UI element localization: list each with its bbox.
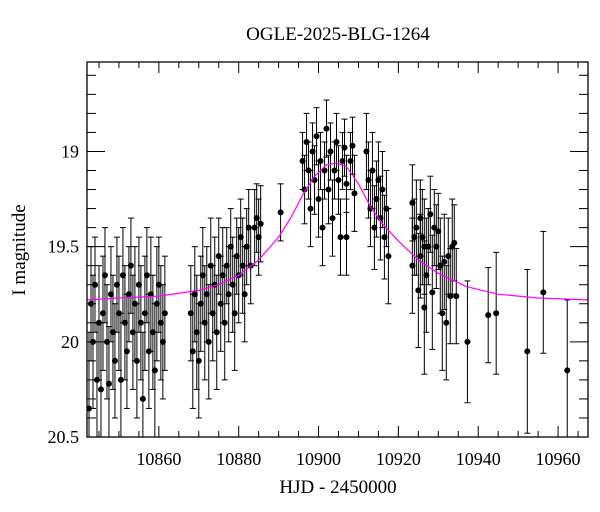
data-point — [327, 148, 334, 155]
data-point — [91, 281, 98, 288]
data-point — [325, 186, 332, 193]
data-point — [143, 272, 150, 279]
data-point — [333, 138, 340, 145]
data-point — [87, 405, 92, 412]
data-point — [111, 357, 118, 364]
data-point — [257, 220, 264, 227]
plot-frame — [86, 61, 589, 438]
data-point — [564, 367, 571, 374]
data-point — [151, 367, 158, 374]
data-point — [307, 205, 314, 212]
y-tick-label: 20 — [61, 332, 79, 352]
data-point — [464, 338, 471, 345]
data-point — [337, 234, 344, 241]
y-axis-label: I magnitude — [9, 204, 30, 295]
data-point — [189, 348, 196, 355]
data-point — [321, 167, 328, 174]
data-point — [493, 310, 500, 317]
data-point — [453, 293, 460, 300]
y-tick-label: 19 — [61, 141, 79, 161]
data-point — [427, 211, 434, 218]
axis-ticks — [87, 62, 588, 438]
data-point — [323, 125, 330, 132]
data-point — [329, 215, 336, 222]
data-point — [225, 291, 232, 298]
x-axis-label: HJD - 2450000 — [279, 477, 396, 498]
data-point — [221, 319, 228, 326]
data-point — [97, 386, 104, 393]
data-point — [137, 319, 144, 326]
data-point — [443, 319, 450, 326]
data-point — [205, 338, 212, 345]
data-point — [231, 310, 238, 317]
data-point — [127, 262, 134, 269]
chart-title: OGLE-2025-BLG-1264 — [246, 24, 430, 45]
data-point — [429, 289, 436, 296]
data-point — [117, 376, 124, 383]
data-point — [485, 312, 492, 319]
data-point — [540, 289, 547, 296]
data-point — [413, 224, 420, 231]
data-point — [343, 180, 350, 187]
data-point — [123, 348, 130, 355]
data-point — [89, 338, 96, 345]
data-point — [315, 196, 322, 203]
data-point — [379, 186, 386, 193]
data-point — [133, 357, 140, 364]
data-point — [301, 186, 308, 193]
data-point — [101, 272, 108, 279]
model-curve — [87, 162, 588, 301]
x-tick-label: 10920 — [376, 449, 421, 469]
data-point — [313, 133, 320, 140]
x-tick-label: 10860 — [136, 449, 181, 469]
data-point — [385, 253, 392, 260]
data-point — [241, 291, 248, 298]
data-point — [195, 357, 202, 364]
x-tick-label: 10960 — [536, 449, 581, 469]
data-point — [341, 144, 348, 151]
data-point — [139, 395, 146, 402]
data-points — [87, 99, 571, 437]
data-point — [524, 348, 531, 355]
tick-labels: 10860 10880 10900 10920 10940 10960 19 19.5 20 20… — [48, 141, 581, 469]
data-point — [441, 258, 448, 265]
x-tick-label: 10900 — [296, 449, 341, 469]
data-point — [277, 209, 284, 216]
data-point — [439, 310, 446, 317]
data-point — [317, 157, 324, 164]
data-point — [161, 310, 168, 317]
y-tick-label: 19.5 — [48, 237, 80, 257]
data-point — [349, 142, 356, 149]
data-point — [319, 224, 326, 231]
data-point — [105, 380, 112, 387]
data-point — [335, 177, 342, 184]
x-tick-label: 10940 — [456, 449, 501, 469]
data-point — [369, 167, 376, 174]
data-point — [351, 190, 358, 197]
data-point — [213, 329, 220, 336]
data-point — [343, 234, 350, 241]
x-tick-label: 10880 — [216, 449, 261, 469]
data-point — [451, 239, 458, 246]
y-tick-label: 20.5 — [48, 427, 80, 447]
